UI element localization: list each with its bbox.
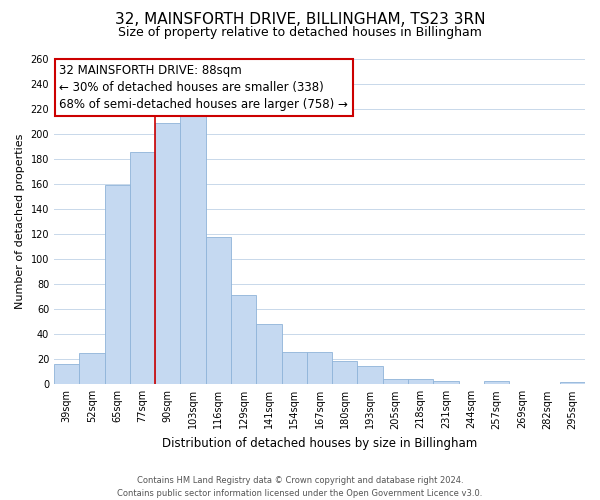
Text: 32, MAINSFORTH DRIVE, BILLINGHAM, TS23 3RN: 32, MAINSFORTH DRIVE, BILLINGHAM, TS23 3…: [115, 12, 485, 28]
Bar: [408, 380, 433, 384]
Bar: [256, 324, 281, 384]
Bar: [281, 352, 307, 384]
Bar: [433, 380, 458, 384]
Text: Size of property relative to detached houses in Billingham: Size of property relative to detached ho…: [118, 26, 482, 39]
Bar: [231, 296, 256, 384]
Bar: [104, 186, 130, 384]
Text: Contains HM Land Registry data © Crown copyright and database right 2024.
Contai: Contains HM Land Registry data © Crown c…: [118, 476, 482, 498]
Bar: [560, 382, 585, 384]
Bar: [484, 380, 509, 384]
Bar: [307, 352, 332, 384]
Bar: [79, 353, 104, 384]
Bar: [54, 364, 79, 384]
Bar: [206, 236, 231, 384]
X-axis label: Distribution of detached houses by size in Billingham: Distribution of detached houses by size …: [162, 437, 477, 450]
Bar: [130, 152, 155, 384]
Bar: [155, 123, 181, 384]
Bar: [332, 360, 358, 384]
Bar: [181, 114, 206, 384]
Y-axis label: Number of detached properties: Number of detached properties: [15, 134, 25, 310]
Bar: [383, 380, 408, 384]
Bar: [358, 366, 383, 384]
Text: 32 MAINSFORTH DRIVE: 88sqm
← 30% of detached houses are smaller (338)
68% of sem: 32 MAINSFORTH DRIVE: 88sqm ← 30% of deta…: [59, 64, 348, 111]
